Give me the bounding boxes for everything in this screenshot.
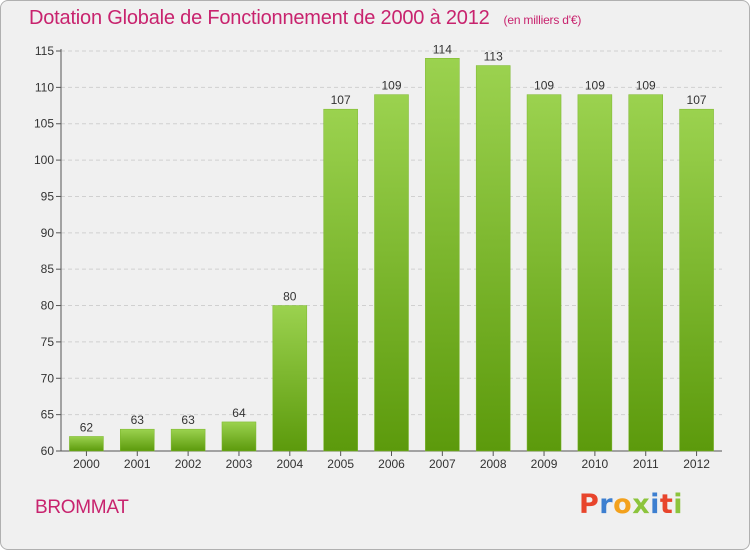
bar-2006 (374, 94, 409, 452)
logo-letter: r (599, 489, 614, 520)
bar-2002 (170, 428, 206, 452)
y-tick-label: 85 (41, 262, 55, 276)
logo-letter: i (673, 489, 684, 520)
data-labels: 62 63 63 64 80 107 109 114 113 109 109 109 107 (80, 42, 707, 434)
data-label-2008: 113 (484, 50, 503, 64)
y-tick-label: 75 (41, 335, 55, 349)
x-tick-label-2001: 2001 (124, 457, 151, 471)
data-label-2010: 109 (585, 79, 605, 93)
proxiti-logo[interactable]: Proxiti (579, 489, 683, 520)
chart-title-text: Dotation Globale de Fonctionnement de 20… (29, 7, 490, 29)
x-tick-label-2005: 2005 (327, 457, 354, 471)
x-tick-label-2007: 2007 (429, 457, 456, 471)
data-label-2001: 63 (131, 413, 145, 427)
x-tick-label-2011: 2011 (633, 457, 659, 471)
bar-2009 (526, 94, 562, 452)
data-label-2002: 63 (181, 413, 195, 427)
y-tick-label: 65 (41, 408, 55, 422)
bar-2007 (425, 58, 460, 452)
data-label-2000: 62 (80, 420, 94, 434)
data-label-2003: 64 (232, 406, 246, 420)
y-tick-label: 115 (35, 44, 54, 58)
logo-letter: o (613, 489, 633, 520)
logo-letter: P (579, 489, 600, 520)
commune-name: BROMMAT (35, 497, 129, 518)
data-label-2004: 80 (283, 290, 297, 304)
data-label-2005: 107 (331, 93, 351, 107)
bar-2008 (475, 65, 511, 452)
data-label-2009: 109 (534, 79, 554, 93)
x-tick-label-2008: 2008 (480, 457, 507, 471)
x-tick-label-2002: 2002 (175, 457, 202, 471)
bar-2003 (221, 421, 257, 452)
x-tick-label-2012: 2012 (683, 457, 710, 471)
data-label-2007: 114 (433, 42, 452, 56)
logo-letter: t (659, 489, 674, 520)
x-tick-label-2004: 2004 (276, 457, 303, 471)
bar-2000 (69, 436, 104, 452)
y-tick-label: 95 (41, 189, 55, 203)
data-label-2012: 107 (687, 93, 707, 107)
y-tick-label: 90 (41, 226, 55, 240)
logo-letter: x (632, 489, 651, 520)
x-tick-label-2000: 2000 (73, 457, 100, 471)
bar-2004 (272, 305, 308, 452)
bar-2005 (323, 108, 358, 452)
x-tick-label-2009: 2009 (531, 457, 558, 471)
chart-unit-label: (en milliers d'€) (503, 13, 582, 27)
logo-letter: i (650, 489, 660, 520)
bar-2001 (120, 428, 155, 452)
bars (69, 58, 714, 452)
y-tick-label: 105 (34, 117, 54, 131)
x-tick-label-2010: 2010 (582, 457, 609, 471)
y-tick-label: 110 (35, 80, 54, 94)
bar-2011 (628, 94, 663, 452)
y-tick-label: 100 (34, 153, 54, 167)
bar-2010 (577, 94, 613, 452)
data-label-2006: 109 (381, 79, 401, 93)
y-tick-label: 60 (41, 444, 55, 458)
x-tick-label-2006: 2006 (378, 457, 405, 471)
x-tick-label-2003: 2003 (226, 457, 253, 471)
data-label-2011: 109 (636, 79, 656, 93)
bar-2012 (679, 108, 714, 452)
y-tick-label: 70 (41, 371, 55, 385)
chart-title: Dotation Globale de Fonctionnement de 20… (29, 7, 581, 30)
y-tick-label: 80 (41, 299, 55, 313)
